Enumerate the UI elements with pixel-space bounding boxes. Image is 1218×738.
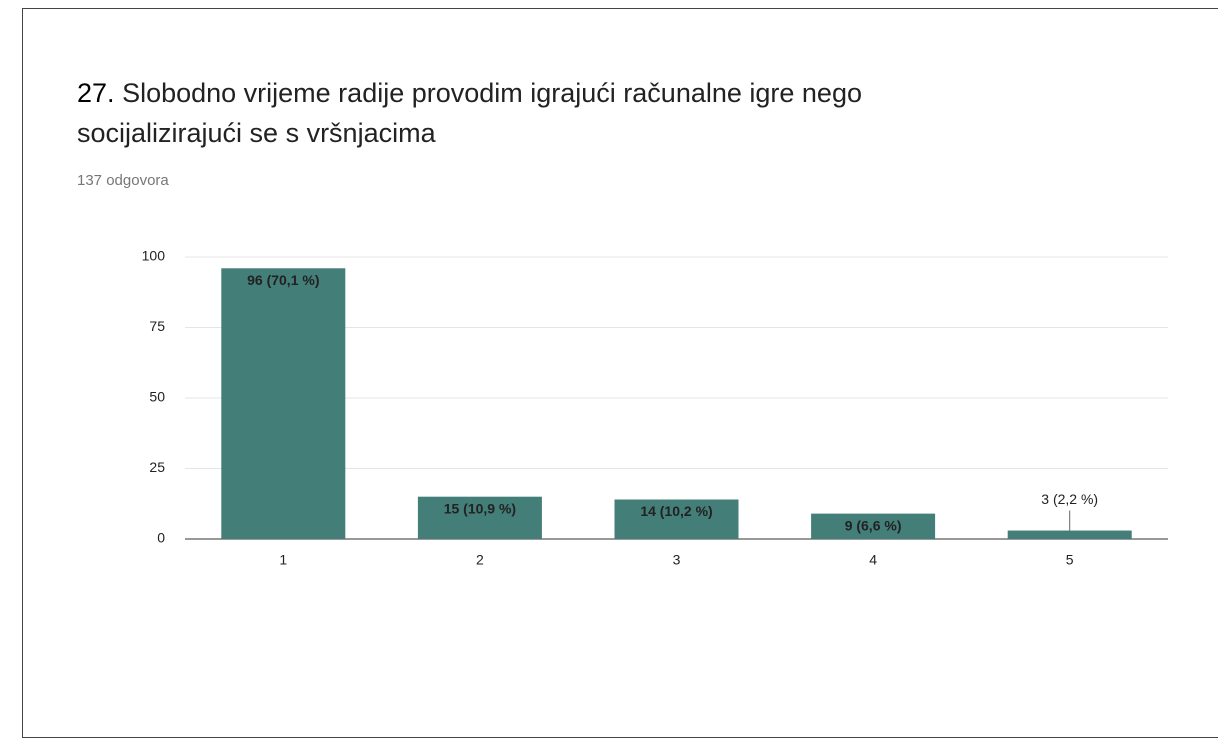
y-tick-label: 0 [157,530,165,546]
subtitle: 137 odgovora [77,172,169,189]
x-tick-label: 5 [1066,552,1074,568]
y-tick-label: 75 [149,318,165,334]
title-text: Slobodno vrijeme radije provodim igrajuć… [77,78,862,148]
question-number: 27. [77,78,115,108]
x-tick-label: 1 [279,552,287,568]
question-title: 27. Slobodno vrijeme radije provodim igr… [77,73,1017,153]
card: 27. Slobodno vrijeme radije provodim igr… [22,8,1218,738]
x-tick-label: 4 [869,552,877,568]
value-label: 3 (2,2 %) [1041,491,1098,507]
y-tick-label: 50 [149,389,165,405]
y-tick-label: 100 [142,248,166,264]
value-label: 15 (10,9 %) [444,500,516,516]
bar [811,513,936,539]
bar [221,268,346,539]
bar [1007,530,1132,539]
value-label: 96 (70,1 %) [247,272,319,288]
value-label: 9 (6,6 %) [845,517,902,533]
bar [614,499,739,539]
value-label: 14 (10,2 %) [640,503,712,519]
x-tick-label: 2 [476,552,484,568]
y-tick-label: 25 [149,459,165,475]
bar [417,496,542,539]
x-tick-label: 3 [673,552,681,568]
